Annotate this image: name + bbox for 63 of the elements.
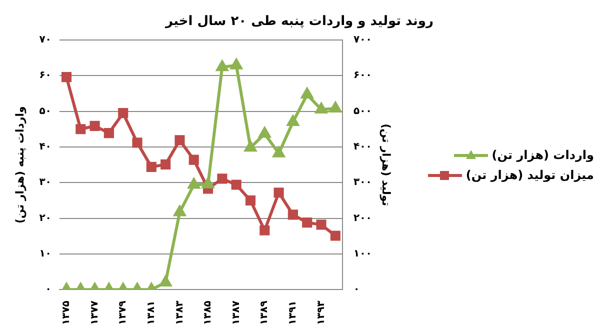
point (132, 138, 142, 148)
y-tick-label: ۲۰ (39, 212, 52, 224)
point (188, 154, 199, 165)
y-tick-label: ۷۰ (39, 34, 52, 46)
point (160, 276, 172, 286)
point (146, 162, 156, 172)
point (202, 178, 214, 188)
legend-label: واردات (هزار تن) (492, 148, 594, 162)
y-tick-label: ۰ (45, 284, 52, 296)
point (274, 188, 284, 198)
point (272, 146, 285, 158)
y2-tick-label: ۷۰۰ (353, 34, 372, 46)
y-tick-label: ۳۰ (39, 177, 52, 188)
point (231, 180, 242, 190)
y-tick-label: ۴۰ (39, 142, 52, 153)
point (316, 220, 326, 230)
x-tick-label: ۱۳۷۵ (61, 300, 72, 326)
y2-tick-label: ۵۰۰ (353, 106, 372, 117)
point (230, 58, 242, 70)
point (302, 218, 312, 228)
point (174, 206, 186, 216)
y2-tick-label: ۳۰۰ (353, 177, 372, 188)
point (301, 88, 313, 99)
point (90, 120, 100, 131)
point (104, 128, 114, 138)
x-tick-label: ۱۳۸۳ (174, 300, 186, 326)
point (245, 195, 256, 206)
point (174, 135, 185, 146)
y-tick-label: ۶۰ (39, 70, 52, 82)
y-tick-label: ۵۰ (39, 106, 52, 117)
point (118, 108, 128, 118)
x-tick-label: ۱۳۸۷ (230, 300, 242, 326)
point (244, 141, 256, 152)
point (160, 159, 171, 170)
point (61, 72, 72, 82)
point (287, 116, 299, 126)
y2-tick-label: ۶۰۰ (353, 70, 372, 82)
chart-title: روند تولید و واردات پنبه طی ۲۰ سال اخیر (164, 14, 434, 29)
x-tick-label: ۱۳۸۹ (259, 300, 270, 326)
y2-axis-title: تولید (هزار تن) (380, 124, 393, 206)
point (216, 60, 228, 72)
y2-tick-label: ۰ (353, 284, 360, 296)
point (217, 174, 228, 184)
y-tick-label: ۱۰ (39, 248, 52, 260)
x-tick-label: ۱۳۸۱ (146, 300, 158, 326)
x-tick-label: ۱۳۷۹ (118, 300, 129, 326)
y-axis-title: واردات پنبه (هزار تن) (13, 106, 26, 224)
x-tick-label: ۱۳۹۳ (316, 300, 327, 326)
y2-tick-label: ۱۰۰ (353, 248, 372, 260)
point (188, 178, 200, 189)
point (260, 225, 270, 236)
point (330, 230, 340, 241)
x-tick-label: ۱۳۹۱ (288, 300, 299, 326)
legend-label: میزان تولید (هزار تن) (466, 168, 594, 182)
point (258, 127, 270, 138)
y2-tick-label: ۴۰۰ (353, 142, 372, 153)
point (76, 124, 86, 134)
point (330, 102, 342, 112)
point (315, 103, 328, 114)
x-tick-label: ۱۳۷۷ (89, 300, 100, 326)
point (288, 210, 298, 220)
x-tick-label: ۱۳۸۵ (202, 300, 214, 326)
y2-tick-label: ۲۰۰ (353, 212, 372, 224)
